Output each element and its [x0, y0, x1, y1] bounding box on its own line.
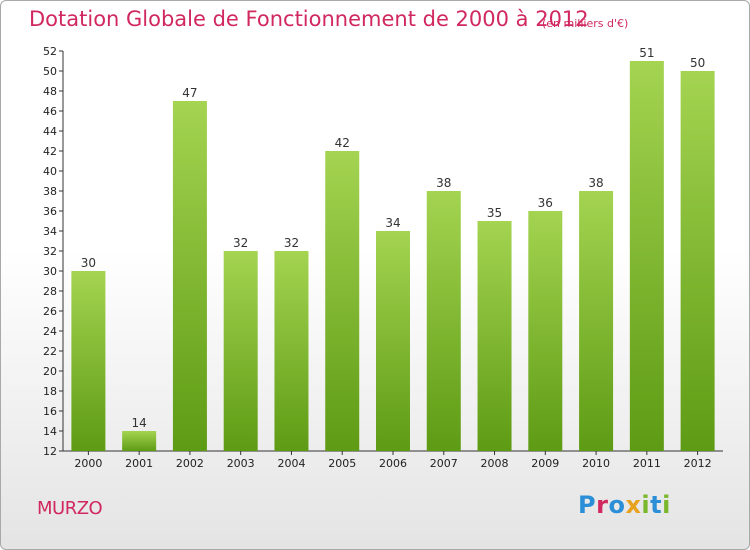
- y-tick-label: 50: [43, 65, 57, 78]
- y-tick-label: 42: [43, 145, 57, 158]
- y-tick-label: 14: [43, 425, 57, 438]
- bar-2000: [71, 271, 106, 451]
- y-tick-label: 48: [43, 85, 57, 98]
- logo-letter: i: [641, 491, 651, 519]
- data-label: 34: [385, 216, 400, 230]
- data-label: 38: [588, 176, 603, 190]
- bar-2007: [426, 191, 461, 451]
- x-tick-label: 2006: [379, 457, 407, 470]
- data-labels: 30 14 47 32 32 42 34 38 35 36 38 51 50: [81, 46, 706, 430]
- bar-2004: [274, 251, 309, 451]
- x-tick-label: 2003: [227, 457, 255, 470]
- axes: 12 14 16 18 20 22 24 26 28 30 32 34 36 38 40 42 44 46 48 50…: [43, 45, 723, 470]
- data-label: 35: [487, 206, 502, 220]
- bar-2011: [629, 61, 664, 451]
- y-tick-label: 20: [43, 365, 57, 378]
- y-tick-label: 36: [43, 205, 57, 218]
- logo-letter: x: [625, 491, 642, 519]
- data-label: 47: [182, 86, 197, 100]
- y-tick-label: 18: [43, 385, 57, 398]
- data-label: 36: [538, 196, 553, 210]
- proxiti-logo: Proxiti: [578, 491, 671, 519]
- logo-letter: i: [662, 491, 671, 519]
- chart-title: Dotation Globale de Fonctionnement de 20…: [29, 7, 589, 31]
- bar-2005: [325, 151, 360, 451]
- y-tick-label: 34: [43, 225, 57, 238]
- bar-2001: [122, 431, 157, 451]
- chart-unit: (en milliers d'€): [542, 17, 629, 30]
- data-label: 32: [284, 236, 299, 250]
- y-tick-label: 52: [43, 45, 57, 58]
- bar-2002: [172, 101, 207, 451]
- data-label: 51: [639, 46, 654, 60]
- x-tick-label: 2001: [125, 457, 153, 470]
- commune-name: MURZO: [37, 498, 103, 519]
- logo-letter: o: [608, 491, 626, 519]
- y-tick-label: 22: [43, 345, 57, 358]
- y-tick-label: 12: [43, 445, 57, 458]
- x-tick-label: 2011: [633, 457, 661, 470]
- bar-2008: [477, 221, 512, 451]
- logo-letter: t: [650, 491, 663, 519]
- data-label: 32: [233, 236, 248, 250]
- data-label: 30: [81, 256, 96, 270]
- bar-2010: [579, 191, 614, 451]
- x-tick-label: 2010: [582, 457, 610, 470]
- bars: [71, 61, 715, 451]
- x-tick-label: 2009: [531, 457, 559, 470]
- x-tick-label: 2007: [430, 457, 458, 470]
- logo-letter: P: [578, 491, 597, 519]
- bar-2012: [680, 71, 715, 451]
- x-tick-label: 2002: [176, 457, 204, 470]
- y-tick-label: 44: [43, 125, 57, 138]
- y-tick-label: 38: [43, 185, 57, 198]
- bar-2006: [376, 231, 410, 451]
- y-tick-label: 32: [43, 245, 57, 258]
- y-tick-label: 46: [43, 105, 57, 118]
- x-tick-label: 2000: [74, 457, 102, 470]
- x-tick-label: 2005: [328, 457, 356, 470]
- logo-letter: r: [596, 491, 609, 519]
- x-tick-label: 2008: [481, 457, 509, 470]
- x-tick-label: 2012: [684, 457, 712, 470]
- data-label: 50: [690, 56, 705, 70]
- data-label: 38: [436, 176, 451, 190]
- y-tick-label: 24: [43, 325, 57, 338]
- data-label: 42: [335, 136, 350, 150]
- y-tick-label: 28: [43, 285, 57, 298]
- bar-2009: [528, 211, 563, 451]
- y-tick-label: 30: [43, 265, 57, 278]
- y-tick-label: 26: [43, 305, 57, 318]
- y-tick-label: 16: [43, 405, 57, 418]
- x-tick-label: 2004: [277, 457, 305, 470]
- y-tick-label: 40: [43, 165, 57, 178]
- data-label: 14: [132, 416, 147, 430]
- bar-2003: [223, 251, 258, 451]
